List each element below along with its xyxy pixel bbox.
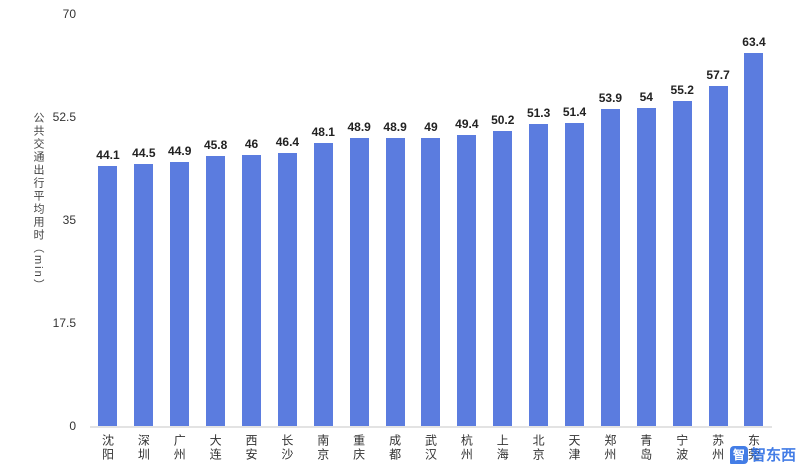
bar-slot: 48.9 重庆 <box>341 14 377 462</box>
x-axis-label: 广州 <box>172 434 187 462</box>
bar-slot: 51.3 北京 <box>521 14 557 462</box>
bar <box>385 138 405 426</box>
watermark-logo-text: 智东西 <box>750 447 796 464</box>
bar-value-label: 44.1 <box>96 148 120 163</box>
bar-value-label: 63.4 <box>742 34 766 49</box>
bars-area: 44.1 沈阳 44.5 深圳 44.9 广州 45.8 大连 46 西安 46.4 长沙 48.1 南京… <box>90 14 772 462</box>
bar-slot: 46.4 长沙 <box>269 14 305 462</box>
x-axis-label: 郑州 <box>602 434 617 462</box>
bar <box>744 52 764 426</box>
x-axis-label: 武汉 <box>423 434 438 462</box>
bar-slot: 48.1 南京 <box>305 14 341 462</box>
bar <box>457 135 477 426</box>
bar <box>708 86 728 426</box>
y-tick-label: 0 <box>69 419 76 433</box>
bar-value-label: 44.5 <box>132 146 156 161</box>
y-axis-title: 公共交通出行平均用时（min） <box>32 112 44 292</box>
bar <box>242 155 261 426</box>
x-axis-label: 东莞 <box>746 434 761 462</box>
bar-value-label: 57.7 <box>706 68 730 83</box>
y-tick-label: 35 <box>62 213 76 227</box>
bar-slot: 50.2 上海 <box>485 14 521 462</box>
bar-value-label: 51.3 <box>526 106 551 121</box>
bar-slot: 46 西安 <box>234 14 270 462</box>
bar-slot: 44.5 深圳 <box>126 14 162 462</box>
bar-slot: 54 青岛 <box>628 14 664 462</box>
bar-value-label: 48.9 <box>383 120 407 135</box>
bar <box>672 101 692 426</box>
bar <box>277 152 297 426</box>
y-tick-label: 70 <box>62 7 76 21</box>
bar-slot: 51.4 天津 <box>557 14 593 462</box>
x-axis-label: 沈阳 <box>100 434 115 462</box>
x-axis-label: 大连 <box>208 434 223 462</box>
x-axis-label: 长沙 <box>279 434 294 462</box>
x-axis-label: 南京 <box>315 434 330 462</box>
bar <box>565 123 585 426</box>
bar-value-label: 46.4 <box>275 134 300 149</box>
x-axis-label: 青岛 <box>638 434 653 462</box>
x-axis-label: 苏州 <box>710 434 725 462</box>
bar-value-label: 55.2 <box>670 83 694 98</box>
bar-value-label: 44.9 <box>168 143 192 158</box>
bar-value-label: 46 <box>244 137 259 152</box>
bar-value-label: 54 <box>639 90 653 105</box>
bar-slot: 44.1 沈阳 <box>90 14 126 462</box>
x-axis-label: 天津 <box>567 434 582 462</box>
bar-value-label: 49 <box>424 119 438 134</box>
bar-slot: 48.9 成都 <box>377 14 413 462</box>
x-axis-label: 深圳 <box>136 434 151 462</box>
x-axis-label: 北京 <box>531 434 546 462</box>
x-axis-label: 宁波 <box>674 434 689 462</box>
bar-slot: 55.2 宁波 <box>664 14 700 462</box>
y-tick-label: 52.5 <box>52 110 76 124</box>
x-axis-label: 重庆 <box>351 434 366 462</box>
y-tick-label: 17.5 <box>52 316 76 330</box>
bar-value-label: 53.9 <box>598 90 623 105</box>
bar-slot: 53.9 郑州 <box>592 14 628 462</box>
bar-value-label: 50.2 <box>491 112 515 127</box>
bar <box>313 142 333 426</box>
bar-slot: 49 武汉 <box>413 14 449 462</box>
watermark-logo: 智 智东西 <box>729 444 796 465</box>
bar-slot: 57.7 苏州 <box>700 14 736 462</box>
watermark-logo-icon: 智 <box>729 445 748 464</box>
bar <box>636 108 656 426</box>
bar <box>170 161 190 426</box>
bar <box>493 130 513 426</box>
bar-value-label: 51.4 <box>562 105 587 120</box>
bar <box>529 124 549 426</box>
bar-slot: 63.4 东莞 <box>736 14 772 462</box>
bar-slot: 44.9 广州 <box>162 14 198 462</box>
x-axis-label: 成都 <box>387 434 402 462</box>
x-axis-label: 上海 <box>495 434 510 462</box>
bar <box>134 164 154 426</box>
x-axis-label: 西安 <box>244 434 258 462</box>
bar-value-label: 48.9 <box>347 120 371 135</box>
plot-area: 0 17.5 35 52.5 70 44.1 沈阳 44.5 深圳 44.9 广州 45.8 大连 46… <box>53 7 772 462</box>
bar <box>206 156 226 426</box>
bar-slot: 49.4 杭州 <box>449 14 485 462</box>
bar-value-label: 48.1 <box>311 124 335 139</box>
bar <box>349 138 369 426</box>
bar <box>600 108 620 426</box>
bar-value-label: 45.8 <box>203 138 228 153</box>
bar <box>421 137 441 426</box>
bar <box>98 166 118 426</box>
bar-slot: 45.8 大连 <box>198 14 234 462</box>
bar-value-label: 49.4 <box>455 117 479 132</box>
x-axis-label: 杭州 <box>459 434 474 462</box>
